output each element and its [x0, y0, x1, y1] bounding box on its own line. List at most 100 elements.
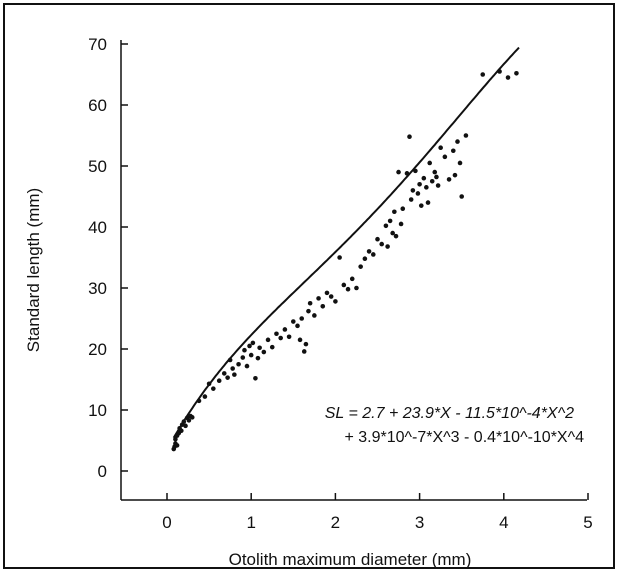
- data-point: [455, 139, 460, 144]
- data-points: [171, 69, 519, 452]
- data-point: [307, 300, 313, 306]
- data-point: [337, 255, 342, 260]
- data-point: [299, 316, 305, 321]
- data-point: [316, 296, 321, 301]
- data-point: [320, 304, 326, 309]
- data-point: [236, 361, 241, 367]
- y-ticks: 0 10 20 30 40 50 60 70: [88, 35, 128, 481]
- data-point: [514, 70, 519, 76]
- data-point: [247, 343, 252, 349]
- data-point: [211, 386, 216, 391]
- x-ticks: 0 1 2 3 4 5: [162, 493, 593, 532]
- data-point: [341, 282, 347, 288]
- data-point: [278, 335, 283, 341]
- data-point: [424, 185, 429, 190]
- data-point: [383, 223, 389, 229]
- data-point: [438, 145, 443, 150]
- data-point: [183, 423, 188, 429]
- y-tick-label: 50: [88, 157, 107, 176]
- data-point: [286, 334, 292, 340]
- fitted-curve: [172, 46, 520, 439]
- x-tick-label: 5: [583, 513, 592, 532]
- data-point: [354, 285, 359, 291]
- data-point: [421, 175, 427, 181]
- data-point: [225, 375, 230, 380]
- data-point: [269, 344, 275, 350]
- data-point: [202, 394, 208, 399]
- y-tick-label: 10: [88, 401, 107, 420]
- y-tick-label: 40: [88, 218, 107, 237]
- data-point: [179, 428, 184, 434]
- data-point: [459, 194, 465, 199]
- data-point: [295, 323, 300, 329]
- data-point: [255, 355, 261, 361]
- data-point: [216, 378, 222, 384]
- data-point: [232, 372, 237, 377]
- x-tick-label: 0: [162, 513, 171, 532]
- data-point: [174, 443, 180, 448]
- data-point: [408, 197, 414, 202]
- data-point: [324, 290, 330, 296]
- data-point: [398, 221, 404, 227]
- data-point: [303, 341, 309, 347]
- y-tick-label: 30: [88, 279, 107, 298]
- data-point: [282, 327, 288, 332]
- data-point: [429, 178, 435, 184]
- data-point: [417, 182, 422, 187]
- data-point: [407, 134, 412, 140]
- data-point: [312, 313, 317, 318]
- data-point: [434, 174, 439, 180]
- data-point: [261, 349, 267, 355]
- data-point: [450, 148, 456, 154]
- data-point: [301, 349, 307, 354]
- data-point: [189, 415, 195, 420]
- data-point: [446, 177, 452, 182]
- data-point: [248, 352, 254, 358]
- data-point: [244, 363, 250, 369]
- y-tick-label: 70: [88, 35, 107, 54]
- data-point: [379, 241, 385, 247]
- data-point: [415, 191, 421, 196]
- chart-frame: [3, 3, 615, 569]
- equation-line-2: + 3.9*10^-7*X^3 - 0.4*10^-10*X^4: [344, 429, 584, 446]
- equation-line-1: SL = 2.7 + 23.9*X - 11.5*10^-4*X^2: [325, 405, 574, 422]
- data-point: [257, 345, 262, 351]
- data-point: [349, 276, 355, 282]
- data-point: [366, 249, 372, 254]
- data-point: [393, 233, 399, 239]
- data-point: [410, 188, 416, 193]
- data-point: [253, 375, 258, 381]
- x-axis-label: Otolith maximum diameter (mm): [229, 550, 472, 569]
- x-tick-label: 2: [331, 513, 340, 532]
- data-point: [250, 340, 256, 346]
- data-point: [297, 337, 303, 343]
- x-tick-label: 4: [499, 513, 508, 532]
- data-point: [345, 286, 351, 292]
- data-point: [328, 294, 334, 299]
- data-point: [452, 172, 458, 178]
- data-point: [291, 319, 296, 324]
- data-point: [396, 169, 401, 175]
- data-point: [457, 160, 463, 166]
- x-tick-label: 1: [246, 513, 255, 532]
- data-point: [230, 366, 235, 371]
- data-point: [390, 230, 395, 236]
- data-point: [418, 203, 424, 208]
- data-point: [505, 75, 511, 80]
- data-point: [306, 308, 311, 314]
- data-point: [432, 169, 438, 175]
- data-point: [385, 244, 390, 249]
- data-point: [427, 160, 433, 166]
- y-tick-label: 0: [98, 462, 107, 481]
- data-point: [370, 252, 376, 257]
- data-point: [221, 371, 227, 376]
- data-point: [375, 236, 380, 242]
- data-point: [265, 337, 271, 343]
- data-point: [400, 206, 406, 211]
- data-point: [362, 256, 368, 262]
- data-point: [425, 200, 431, 205]
- data-point: [442, 154, 448, 160]
- data-point: [392, 209, 397, 215]
- data-point: [242, 347, 247, 353]
